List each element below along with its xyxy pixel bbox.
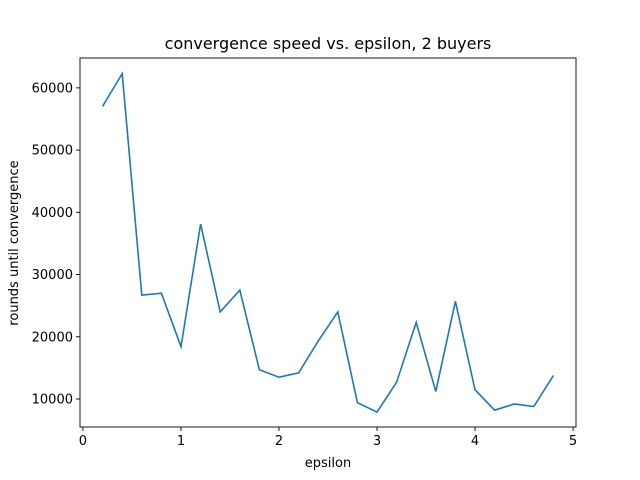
x-tick-label: 2 — [275, 434, 283, 449]
y-tick-label: 40000 — [32, 206, 73, 221]
plot-frame — [79, 57, 577, 428]
x-axis-label: epsilon — [305, 456, 351, 471]
series-line — [101, 71, 555, 414]
x-tick-label: 1 — [177, 434, 185, 449]
x-tick-label: 4 — [471, 434, 479, 449]
y-tick-label: 50000 — [32, 144, 73, 159]
x-axis: 0 1 2 3 4 5 — [79, 427, 577, 449]
chart-title: convergence speed vs. epsilon, 2 buyers — [165, 34, 492, 53]
y-axis-label: rounds until convergence — [7, 160, 22, 325]
y-tick-label: 30000 — [32, 268, 73, 283]
x-tick-label: 0 — [79, 434, 87, 449]
x-tick-label: 3 — [373, 434, 381, 449]
x-tick-label: 5 — [569, 434, 577, 449]
y-tick-label: 60000 — [32, 81, 73, 96]
y-tick-label: 10000 — [32, 392, 73, 407]
y-axis: 10000 20000 30000 40000 50000 60000 — [32, 81, 80, 407]
y-tick-label: 20000 — [32, 330, 73, 345]
